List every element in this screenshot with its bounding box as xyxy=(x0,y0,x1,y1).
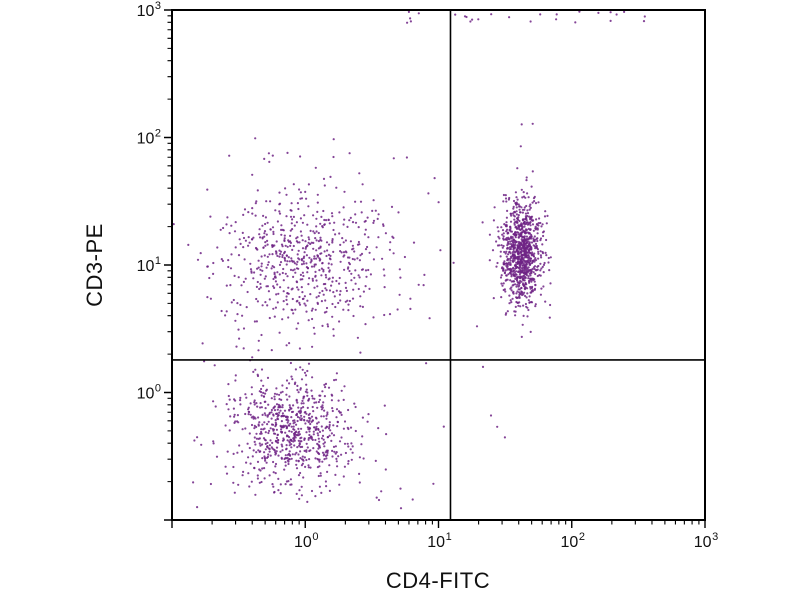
y-tick-label: 101 xyxy=(137,255,161,275)
scatter-points xyxy=(172,10,646,510)
y-tick-label: 100 xyxy=(137,383,161,403)
y-tick-label: 102 xyxy=(137,128,161,148)
x-axis-label: CD4-FITC xyxy=(385,568,491,593)
x-tick-label: 100 xyxy=(294,531,318,551)
tick-marks xyxy=(167,15,700,525)
x-tick-label: 102 xyxy=(561,531,585,551)
y-axis-label: CD3-PE xyxy=(82,223,107,307)
tick-marks xyxy=(164,9,706,528)
axis-tick-labels: 100 101 102 103 100 101 102 103 xyxy=(137,0,719,551)
quadrant-gate-lines xyxy=(172,10,705,520)
y-tick-label: 103 xyxy=(137,0,161,20)
axis-ticks xyxy=(164,9,706,528)
x-tick-label: 101 xyxy=(427,531,451,551)
x-tick-label: 103 xyxy=(694,531,718,551)
plot-border xyxy=(171,9,706,521)
